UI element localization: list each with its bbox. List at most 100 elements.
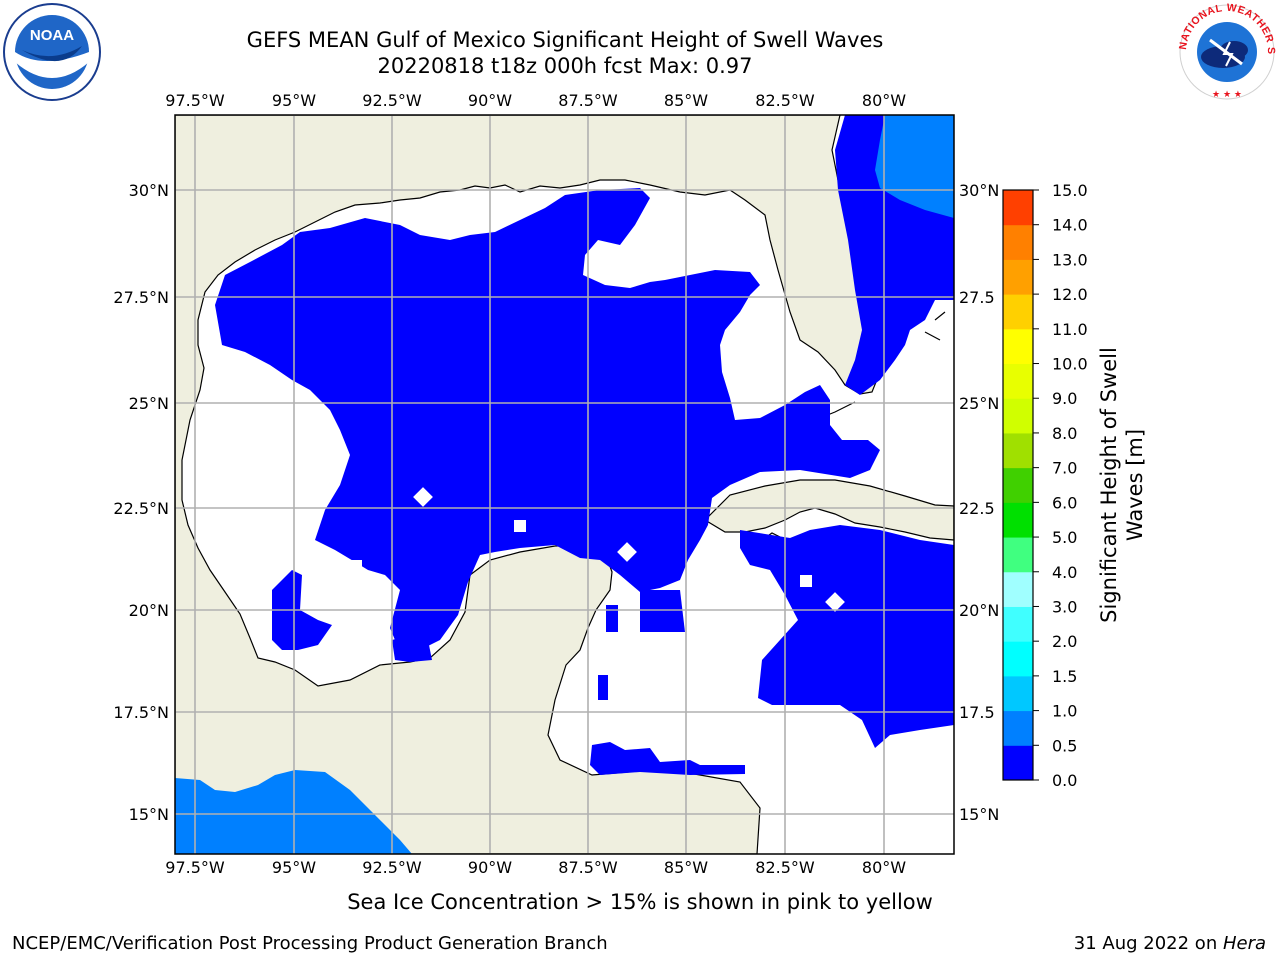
colorbar-segment	[1003, 432, 1033, 469]
lon-tick-label: 82.5°W	[755, 91, 815, 110]
chart-subtitle: 20220818 t18z 000h fcst Max: 0.97	[377, 54, 753, 78]
colorbar-frame	[1002, 189, 1034, 781]
colorbar-segment	[1003, 675, 1033, 712]
colorbar-tick-label: 6.0	[1052, 493, 1077, 512]
colorbar-tick-label: 11.0	[1052, 320, 1088, 339]
lat-tick-label: 22.5°N	[113, 499, 169, 518]
colorbar-segment	[1003, 641, 1033, 677]
caribbean-channel-region	[640, 590, 685, 632]
south-channel-spot-region	[606, 605, 618, 632]
low-value-patches	[350, 487, 845, 612]
colorbar-tick-label: 0.5	[1052, 736, 1077, 755]
map-frame	[174, 114, 955, 855]
colorbar-segment	[1003, 537, 1033, 573]
colorbar-segment	[1003, 745, 1033, 781]
colorbar-segment	[1003, 502, 1033, 538]
lon-tick-label: 80°W	[862, 91, 906, 110]
colorbar-segment	[1003, 571, 1033, 607]
lon-tick-label: 92.5°W	[362, 858, 422, 877]
bahamas-bits	[924, 311, 946, 341]
lat-tick-label: 27.5°N	[113, 288, 169, 307]
colorbar-tick-label: 13.0	[1052, 250, 1088, 269]
footer-date-text: 31 Aug 2022 on	[1073, 933, 1223, 954]
colorbar-tick-label: 5.0	[1052, 528, 1077, 547]
nws-logo: NATIONAL WEATHER SERVICE ★ ★ ★	[1176, 2, 1276, 100]
colorbar-tick-label: 10.0	[1052, 355, 1088, 374]
lat-tick-label: 22.5	[959, 499, 995, 518]
north-america-landmass	[175, 115, 885, 854]
cuba-island	[704, 479, 954, 541]
lat-ticks-left: 30°N 27.5°N 25°N 22.5°N 20°N 17.5°N 15°N	[113, 181, 169, 824]
gulf-central-region	[215, 188, 880, 652]
lon-tick-label: 87.5°W	[558, 91, 618, 110]
colorbar-segment	[1003, 294, 1033, 330]
noaa-logo-text: NOAA	[30, 27, 74, 44]
lat-tick-label: 17.5°N	[113, 703, 169, 722]
colorbar-tick-label: 3.0	[1052, 597, 1077, 616]
colorbar-segment	[1003, 467, 1033, 503]
lon-tick-label: 85°W	[664, 858, 708, 877]
lon-tick-label: 80°W	[862, 858, 906, 877]
colorbar-segment	[1003, 328, 1033, 365]
colorbar-segment	[1003, 224, 1033, 260]
lat-tick-label: 27.5	[959, 288, 995, 307]
colorbar-tick-label: 8.0	[1052, 424, 1077, 443]
swell-0-0.5-regions	[215, 115, 954, 775]
lon-tick-label: 95°W	[272, 858, 316, 877]
colorbar-segment	[1003, 190, 1033, 226]
footer-credit: NCEP/EMC/Verification Post Processing Pr…	[12, 933, 608, 954]
colorbar-tick-label: 7.0	[1052, 459, 1077, 478]
colorbar-tick-label: 1.0	[1052, 702, 1077, 721]
colorbar-label-line2: Waves [m]	[1123, 429, 1147, 541]
lon-ticks-bottom: 97.5°W 95°W 92.5°W 90°W 87.5°W 85°W 82.5°W 80°W	[165, 858, 906, 877]
lat-tick-label: 30°N	[959, 181, 999, 200]
lon-tick-label: 95°W	[272, 91, 316, 110]
colorbar-tick-label: 15.0	[1052, 181, 1088, 200]
graticule	[175, 115, 954, 854]
colorbar-tick-label: 9.0	[1052, 389, 1077, 408]
lon-tick-label: 97.5°W	[165, 91, 225, 110]
colorbar-tick-label: 14.0	[1052, 216, 1088, 235]
yucatan-spot-region	[598, 675, 608, 700]
footer-machine: Hera	[1222, 933, 1266, 954]
colorbar-segment	[1003, 363, 1033, 399]
colorbar-segment	[1003, 606, 1033, 642]
sea-ice-note: Sea Ice Concentration > 15% is shown in …	[347, 890, 933, 914]
lon-tick-label: 87.5°W	[558, 858, 618, 877]
gulf-southwest-region	[272, 570, 332, 650]
colorbar-label-line1: Significant Height of Swell	[1097, 347, 1121, 623]
lat-tick-label: 15°N	[129, 805, 169, 824]
svg-text:★ ★ ★: ★ ★ ★	[1212, 90, 1242, 100]
colorbar	[1002, 189, 1034, 781]
colorbar-tick-label: 4.0	[1052, 563, 1077, 582]
lat-tick-label: 25°N	[959, 394, 999, 413]
lat-tick-label: 20°N	[959, 601, 999, 620]
lat-tick-label: 17.5	[959, 703, 995, 722]
colorbar-tick-label: 2.0	[1052, 632, 1077, 651]
lon-tick-label: 82.5°W	[755, 858, 815, 877]
lat-tick-label: 30°N	[129, 181, 169, 200]
lat-tick-label: 25°N	[129, 394, 169, 413]
footer-date: 31 Aug 2022 on Hera	[1074, 933, 1266, 954]
colorbar-tick-label: 12.0	[1052, 285, 1088, 304]
lon-tick-label: 85°W	[664, 91, 708, 110]
noaa-logo: NOAA	[3, 3, 101, 101]
colorbar-tick-label: 1.5	[1052, 667, 1077, 686]
lon-tick-label: 92.5°W	[362, 91, 422, 110]
atlantic-northeast-region	[875, 115, 954, 218]
bay-campeche-region	[392, 635, 432, 662]
lon-tick-label: 90°W	[468, 91, 512, 110]
colorbar-segment	[1003, 710, 1033, 746]
colorbar-ticks: 0.0 0.5 1.0 1.5 2.0 3.0 4.0 5.0 6.0 7.0 8.0 9.0 10.0…	[1033, 181, 1088, 790]
lat-ticks-right: 30°N 27.5 25°N 22.5 20°N 17.5 15°N	[959, 181, 999, 824]
colorbar-segment	[1003, 398, 1033, 434]
honduras-coast-region	[590, 742, 745, 775]
lon-ticks-top: 97.5°W 95°W 92.5°W 90°W 87.5°W 85°W 82.5°W 80°W	[165, 91, 906, 110]
lon-tick-label: 90°W	[468, 858, 512, 877]
caribbean-east-region	[740, 525, 954, 748]
lat-tick-label: 20°N	[129, 601, 169, 620]
map-area	[175, 115, 954, 854]
chart-title: GEFS MEAN Gulf of Mexico Significant Hei…	[246, 28, 884, 52]
lon-tick-label: 97.5°W	[165, 858, 225, 877]
